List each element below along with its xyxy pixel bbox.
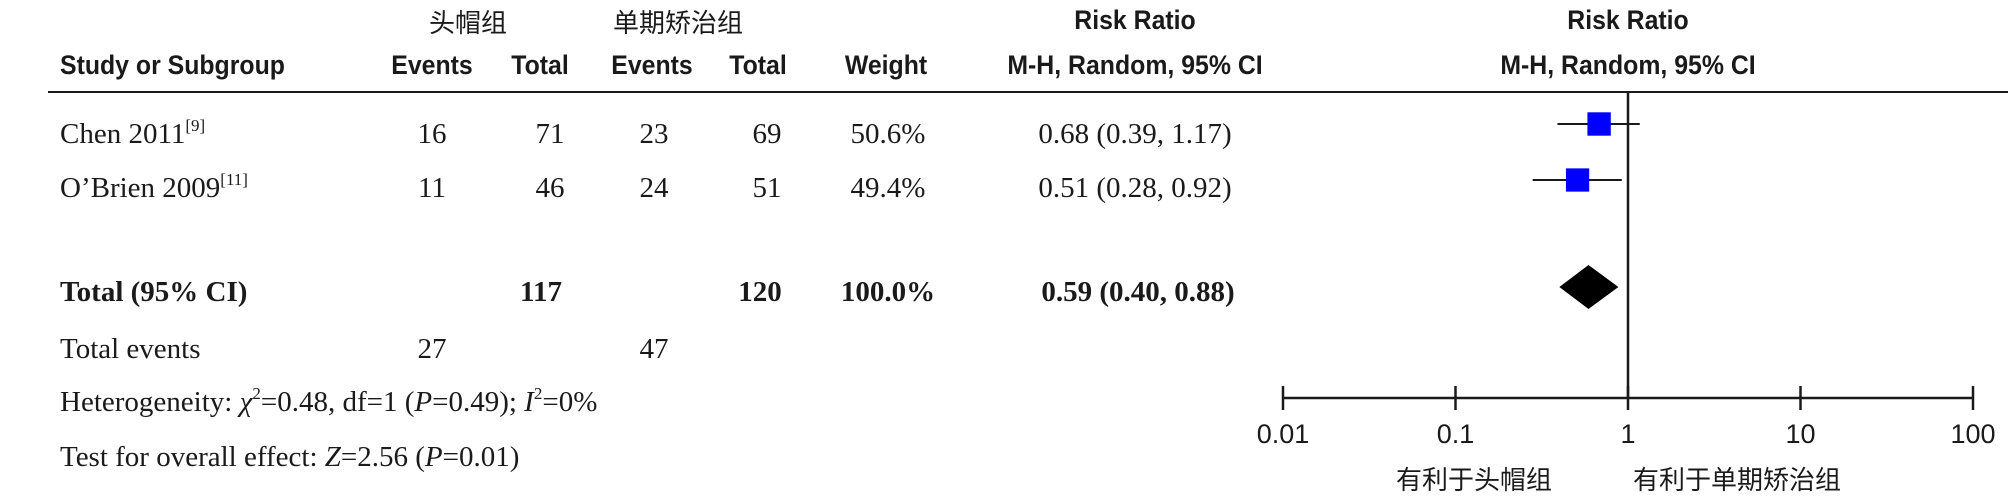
study-name: Chen 2011[9] xyxy=(60,116,206,150)
total-events2: 47 xyxy=(639,333,669,365)
favours-left-label: 有利于头帽组 xyxy=(1395,466,1553,496)
study-column-header: Study or Subgroup xyxy=(60,50,285,80)
events2-header: Events xyxy=(611,50,693,80)
method-header: M-H, Random, 95% CI xyxy=(1007,50,1263,80)
x-axis-tick-label: 100 xyxy=(1950,419,1995,449)
total2-sum: 120 xyxy=(738,276,782,308)
group2-header: 单期矫治组 xyxy=(612,9,744,39)
pooled-diamond xyxy=(1559,265,1619,309)
total-label: Total (95% CI) xyxy=(60,276,248,308)
x-axis-tick-label: 1 xyxy=(1620,419,1635,449)
weight-cell: 49.4% xyxy=(850,172,926,204)
method-plot-header: M-H, Random, 95% CI xyxy=(1500,50,1756,80)
header-divider xyxy=(48,91,2008,93)
events2-cell: 23 xyxy=(639,118,669,150)
x-axis-tick-label: 0.01 xyxy=(1257,419,1310,449)
ci-cell: 0.68 (0.39, 1.17) xyxy=(1038,118,1232,150)
total-events-label: Total events xyxy=(60,333,201,365)
total2-header: Total xyxy=(729,50,787,80)
x-axis-tick-label: 0.1 xyxy=(1437,419,1475,449)
study-point-square xyxy=(1587,112,1611,136)
total-ci: 0.59 (0.40, 0.88) xyxy=(1041,276,1235,308)
total1-sum: 117 xyxy=(520,276,562,308)
events1-cell: 11 xyxy=(418,172,446,204)
overall-effect-text: Test for overall effect: Z=2.56 (P=0.01) xyxy=(60,441,520,473)
favours-right-label: 有利于单期矫治组 xyxy=(1632,466,1842,496)
risk-ratio-plot-header: Risk Ratio xyxy=(1567,5,1689,35)
total2-cell: 69 xyxy=(752,118,782,150)
total-weight: 100.0% xyxy=(840,276,936,308)
weight-header: Weight xyxy=(844,50,928,80)
total1-header: Total xyxy=(511,50,569,80)
total-events1: 27 xyxy=(417,333,447,365)
events1-header: Events xyxy=(391,50,473,80)
group1-header: 头帽组 xyxy=(428,9,508,39)
study-point-square xyxy=(1565,168,1590,192)
study-name: O’Brien 2009[11] xyxy=(60,170,248,204)
total1-cell: 71 xyxy=(535,118,565,150)
ci-cell: 0.51 (0.28, 0.92) xyxy=(1038,172,1232,204)
risk-ratio-header: Risk Ratio xyxy=(1074,5,1196,35)
total2-cell: 51 xyxy=(752,172,782,204)
x-axis-tick-label: 10 xyxy=(1785,419,1815,449)
heterogeneity-text: Heterogeneity: χ2=0.48, df=1 (P=0.49); I… xyxy=(60,384,598,418)
total1-cell: 46 xyxy=(535,172,565,204)
events2-cell: 24 xyxy=(639,172,669,204)
weight-cell: 50.6% xyxy=(850,118,926,150)
events1-cell: 16 xyxy=(417,118,447,150)
